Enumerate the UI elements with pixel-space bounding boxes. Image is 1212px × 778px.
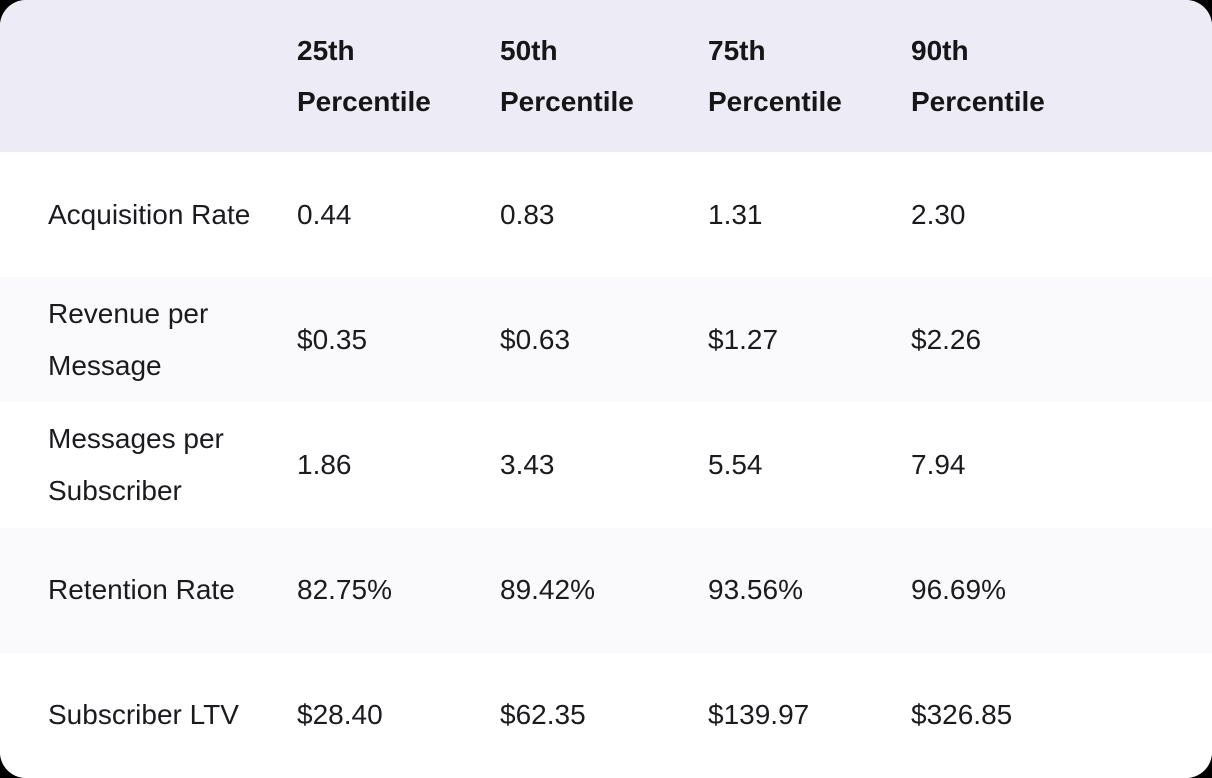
- cell-value: 7.94: [911, 448, 966, 480]
- row-label: Revenue per Message: [48, 297, 209, 381]
- header-empty-cell: [0, 0, 297, 152]
- table-row-messages-per-subscriber: Messages per Subscriber 1.86 3.43 5.54 7…: [0, 402, 1212, 528]
- cell-value: 2.30: [911, 198, 966, 230]
- cell-value: 1.86: [297, 448, 352, 480]
- cell-value: 5.54: [708, 448, 763, 480]
- table-body: Acquisition Rate 0.44 0.83 1.31 2.30 Rev…: [0, 152, 1212, 778]
- cell-value: 3.43: [500, 448, 555, 480]
- row-label: Subscriber LTV: [48, 699, 239, 731]
- cell-value: 89.42%: [500, 574, 595, 606]
- table-row-acquisition-rate: Acquisition Rate 0.44 0.83 1.31 2.30: [0, 152, 1212, 278]
- cell-value: $62.35: [500, 699, 586, 731]
- table-row-retention-rate: Retention Rate 82.75% 89.42% 93.56% 96.6…: [0, 527, 1212, 653]
- column-header-25th-percentile: 25th Percentile: [297, 35, 431, 117]
- column-header-50th-percentile: 50th Percentile: [500, 35, 634, 117]
- table-row-subscriber-ltv: Subscriber LTV $28.40 $62.35 $139.97 $32…: [0, 652, 1212, 778]
- cell-value: 0.83: [500, 198, 555, 230]
- table-header: 25th Percentile 50th Percentile 75th Per…: [0, 0, 1212, 152]
- cell-value: $139.97: [708, 699, 810, 731]
- row-label: Retention Rate: [48, 574, 235, 606]
- cell-value: 93.56%: [708, 574, 803, 606]
- cell-value: $326.85: [911, 699, 1013, 731]
- cell-value: $0.63: [500, 323, 571, 355]
- cell-value: $2.26: [911, 323, 982, 355]
- cell-value: $1.27: [708, 323, 779, 355]
- row-label: Messages per Subscriber: [48, 422, 224, 506]
- cell-value: 82.75%: [297, 574, 392, 606]
- header-row: 25th Percentile 50th Percentile 75th Per…: [0, 0, 1212, 152]
- table-row-revenue-per-message: Revenue per Message $0.35 $0.63 $1.27 $2…: [0, 277, 1212, 403]
- row-label: Acquisition Rate: [48, 198, 251, 230]
- column-header-75th-percentile: 75th Percentile: [708, 35, 842, 117]
- cell-value: 0.44: [297, 198, 352, 230]
- cell-value: $0.35: [297, 323, 368, 355]
- cell-value: 1.31: [708, 198, 763, 230]
- cell-value: 96.69%: [911, 574, 1006, 606]
- cell-value: $28.40: [297, 699, 383, 731]
- column-header-90th-percentile: 90th Percentile: [911, 35, 1045, 117]
